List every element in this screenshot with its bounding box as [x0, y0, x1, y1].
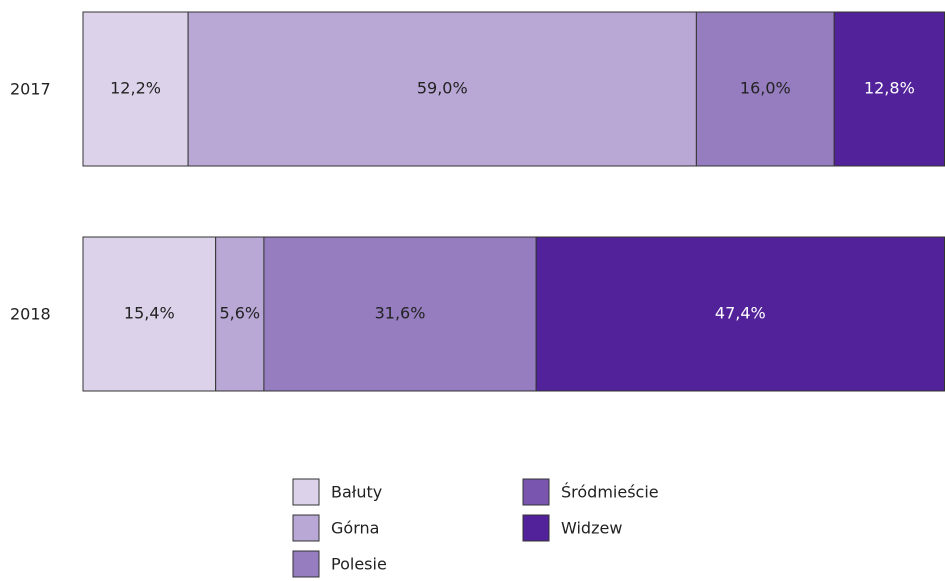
bar-segment	[187, 11, 697, 167]
data-label: 15,4%	[124, 304, 175, 323]
legend-swatch	[292, 514, 320, 542]
bar-segment	[535, 236, 945, 392]
bar-segment	[695, 11, 835, 167]
bar-segment	[263, 236, 537, 392]
legend-label: Bałuty	[331, 483, 382, 502]
legend-swatch	[522, 478, 550, 506]
bar-segment	[82, 236, 217, 392]
data-label: 16,0%	[740, 79, 791, 98]
legend-swatch	[522, 514, 550, 542]
data-label: 12,2%	[110, 79, 161, 98]
legend-swatch	[292, 478, 320, 506]
bar-segment	[82, 11, 189, 167]
y-tick-label: 2018	[10, 305, 51, 324]
bar-segment	[833, 11, 945, 167]
data-label: 59,0%	[417, 79, 468, 98]
legend-label: Śródmieście	[561, 483, 659, 502]
data-label: 31,6%	[375, 304, 426, 323]
legend-label: Polesie	[331, 555, 387, 574]
data-label: 12,8%	[864, 79, 915, 98]
bar-segment	[215, 236, 265, 392]
data-label: 5,6%	[219, 304, 260, 323]
y-tick-label: 2017	[10, 80, 51, 99]
data-label: 47,4%	[715, 304, 766, 323]
legend-label: Górna	[331, 519, 379, 538]
legend-swatch	[292, 550, 320, 578]
legend-label: Widzew	[561, 519, 622, 538]
